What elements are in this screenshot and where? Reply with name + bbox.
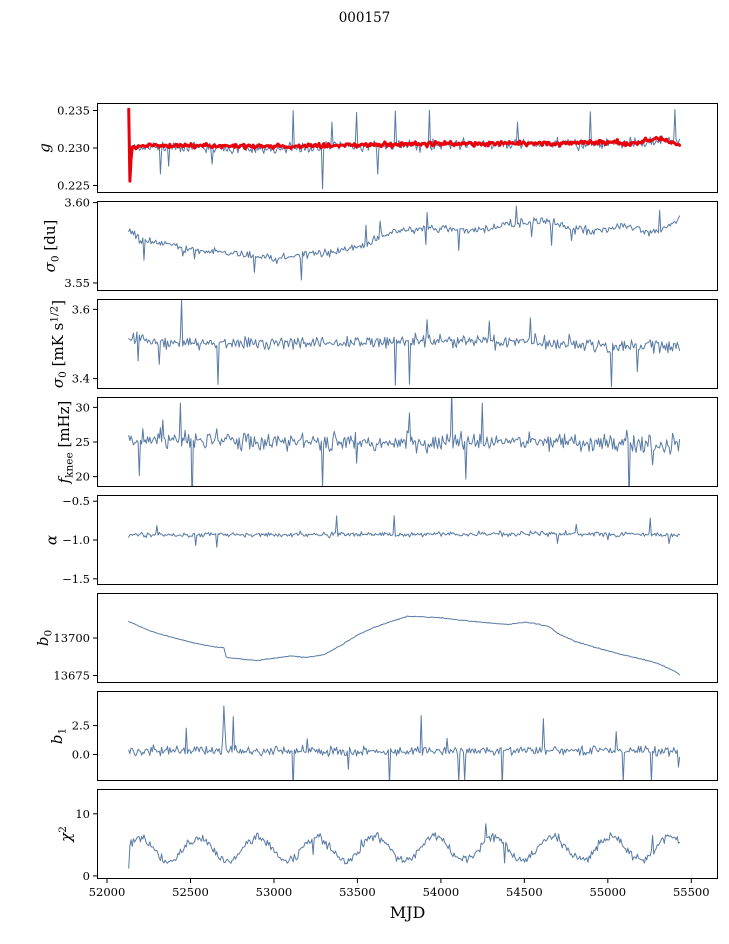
y-axis-label-b0: b0 xyxy=(34,630,54,647)
axes-border xyxy=(97,691,718,781)
y-tick-label: 3.4 xyxy=(72,372,90,386)
ylabel-segment: σ xyxy=(41,262,60,273)
ylabel-segment: α xyxy=(42,534,61,546)
x-tick-label: 54000 xyxy=(423,885,460,899)
series-line-sigma0-mks xyxy=(128,299,681,388)
panels: g 0.225 0.230 0.235 σ0 [du] 3.55 3.60 σ0 [mK s1… xyxy=(0,103,729,899)
y-axis-label-sigma0-mks: σ0 [mK s1/2] xyxy=(48,299,69,389)
y-tick-label: 3.6 xyxy=(72,302,90,316)
subplot-alpha: α −0.5 −1.0 −1.5 xyxy=(0,494,729,586)
ylabel-segment: g xyxy=(35,143,54,153)
series-line-b1 xyxy=(128,705,681,781)
plot-area-alpha: −0.5 −1.0 −1.5 xyxy=(62,494,718,586)
ylabel-segment: f xyxy=(55,477,74,484)
x-tick-label: 52500 xyxy=(172,885,209,899)
series-line-chi2 xyxy=(128,823,681,869)
ylabel-segment: b xyxy=(34,636,53,647)
ylabel-segment: [mK s xyxy=(48,322,67,372)
ylabel-segment: σ xyxy=(48,377,67,389)
plot-area-sigma0-mks: 3.4 3.6 xyxy=(72,299,718,389)
y-tick-label: 0 xyxy=(83,869,90,883)
ylabel-segment: 0 xyxy=(49,255,62,263)
ylabel-segment: [mHz] xyxy=(55,400,74,453)
y-tick-label: 2.5 xyxy=(72,719,90,733)
y-tick-label: 13700 xyxy=(53,631,90,645)
plot-area-g: 0.225 0.230 0.235 xyxy=(57,103,718,193)
axes-border xyxy=(97,397,718,487)
series-line-fknee xyxy=(128,397,681,487)
ylabel-segment: χ xyxy=(57,832,76,842)
axes-border xyxy=(97,789,718,879)
figure-title: 000157 xyxy=(338,10,391,26)
x-tick-label: 55500 xyxy=(673,885,710,899)
y-axis-label-g: g xyxy=(35,143,54,153)
subplot-g: g 0.225 0.230 0.235 xyxy=(0,103,729,193)
y-tick-label: 0.0 xyxy=(72,747,90,761)
axes-border xyxy=(97,201,718,291)
ylabel-segment: b xyxy=(48,734,67,745)
y-tick-label: 0.230 xyxy=(57,141,90,155)
plot-area-chi2: 0 10 52000 52500 53000 53500 54000 54500 55000 55… xyxy=(75,789,718,899)
x-tick-label: 54500 xyxy=(506,885,543,899)
y-tick-label: −0.5 xyxy=(62,494,90,508)
subplot-chi2: χ2 0 10 52000 52500 53000 53500 54000 54500 55000… xyxy=(0,789,729,899)
y-tick-label: 3.60 xyxy=(64,196,90,210)
subplot-fknee: fknee [mHz] 20 25 30 xyxy=(0,397,729,487)
x-tick-label: 55000 xyxy=(590,885,627,899)
ylabel-segment: ] xyxy=(48,299,67,306)
y-axis-label-fknee: fknee [mHz] xyxy=(55,400,76,484)
subplot-b0: b0 13675 13700 xyxy=(0,593,729,683)
series-line-g-smoothed xyxy=(127,107,682,183)
ylabel-segment: 0 xyxy=(56,371,69,378)
x-tick-label: 53000 xyxy=(256,885,293,899)
series-line-b0 xyxy=(128,615,681,676)
y-tick-label: −1.5 xyxy=(62,572,90,586)
x-tick-label: 53500 xyxy=(339,885,376,899)
series-line-sigma0-du xyxy=(128,205,681,281)
plot-area-sigma0-du: 3.55 3.60 xyxy=(64,196,718,291)
subplot-sigma0-mks: σ0 [mK s1/2] 3.4 3.6 xyxy=(0,299,729,389)
ylabel-segment: 2 xyxy=(56,826,69,833)
series-line-alpha xyxy=(128,515,681,548)
x-axis-label: MJD xyxy=(389,903,426,922)
subplot-b1: b1 0.0 2.5 xyxy=(0,691,729,781)
plot-area-fknee: 20 25 30 xyxy=(75,397,718,487)
ylabel-segment: [du] xyxy=(41,219,60,256)
ylabel-segment: 1/2 xyxy=(48,305,61,323)
series-line-g-raw xyxy=(128,109,681,190)
y-tick-label: 13675 xyxy=(53,669,90,683)
ylabel-segment: 1 xyxy=(56,727,69,735)
axes-border xyxy=(97,103,718,193)
y-axis-label-chi2: χ2 xyxy=(56,826,76,842)
axes-border xyxy=(97,299,718,389)
plot-area-b1: 0.0 2.5 xyxy=(72,691,718,781)
y-tick-label: 20 xyxy=(75,470,90,484)
subplot-sigma0-du: σ0 [du] 3.55 3.60 xyxy=(0,196,729,291)
x-tick-label: 52000 xyxy=(89,885,126,899)
axes-border xyxy=(97,593,718,683)
y-tick-label: 25 xyxy=(75,435,90,449)
axes-border xyxy=(97,495,718,585)
y-tick-label: 30 xyxy=(75,400,90,414)
y-tick-label: −1.0 xyxy=(62,533,90,547)
y-axis-label-alpha: α xyxy=(42,534,61,546)
y-axis-label-b1: b1 xyxy=(48,727,69,745)
ylabel-segment: knee xyxy=(63,452,76,478)
y-tick-label: 0.225 xyxy=(57,179,90,193)
y-tick-label: 3.55 xyxy=(64,276,90,290)
y-axis-label-sigma0-du: σ0 [du] xyxy=(41,219,62,273)
y-tick-label: 0.235 xyxy=(57,104,90,118)
plot-area-b0: 13675 13700 xyxy=(53,593,718,683)
y-tick-label: 10 xyxy=(75,807,90,821)
